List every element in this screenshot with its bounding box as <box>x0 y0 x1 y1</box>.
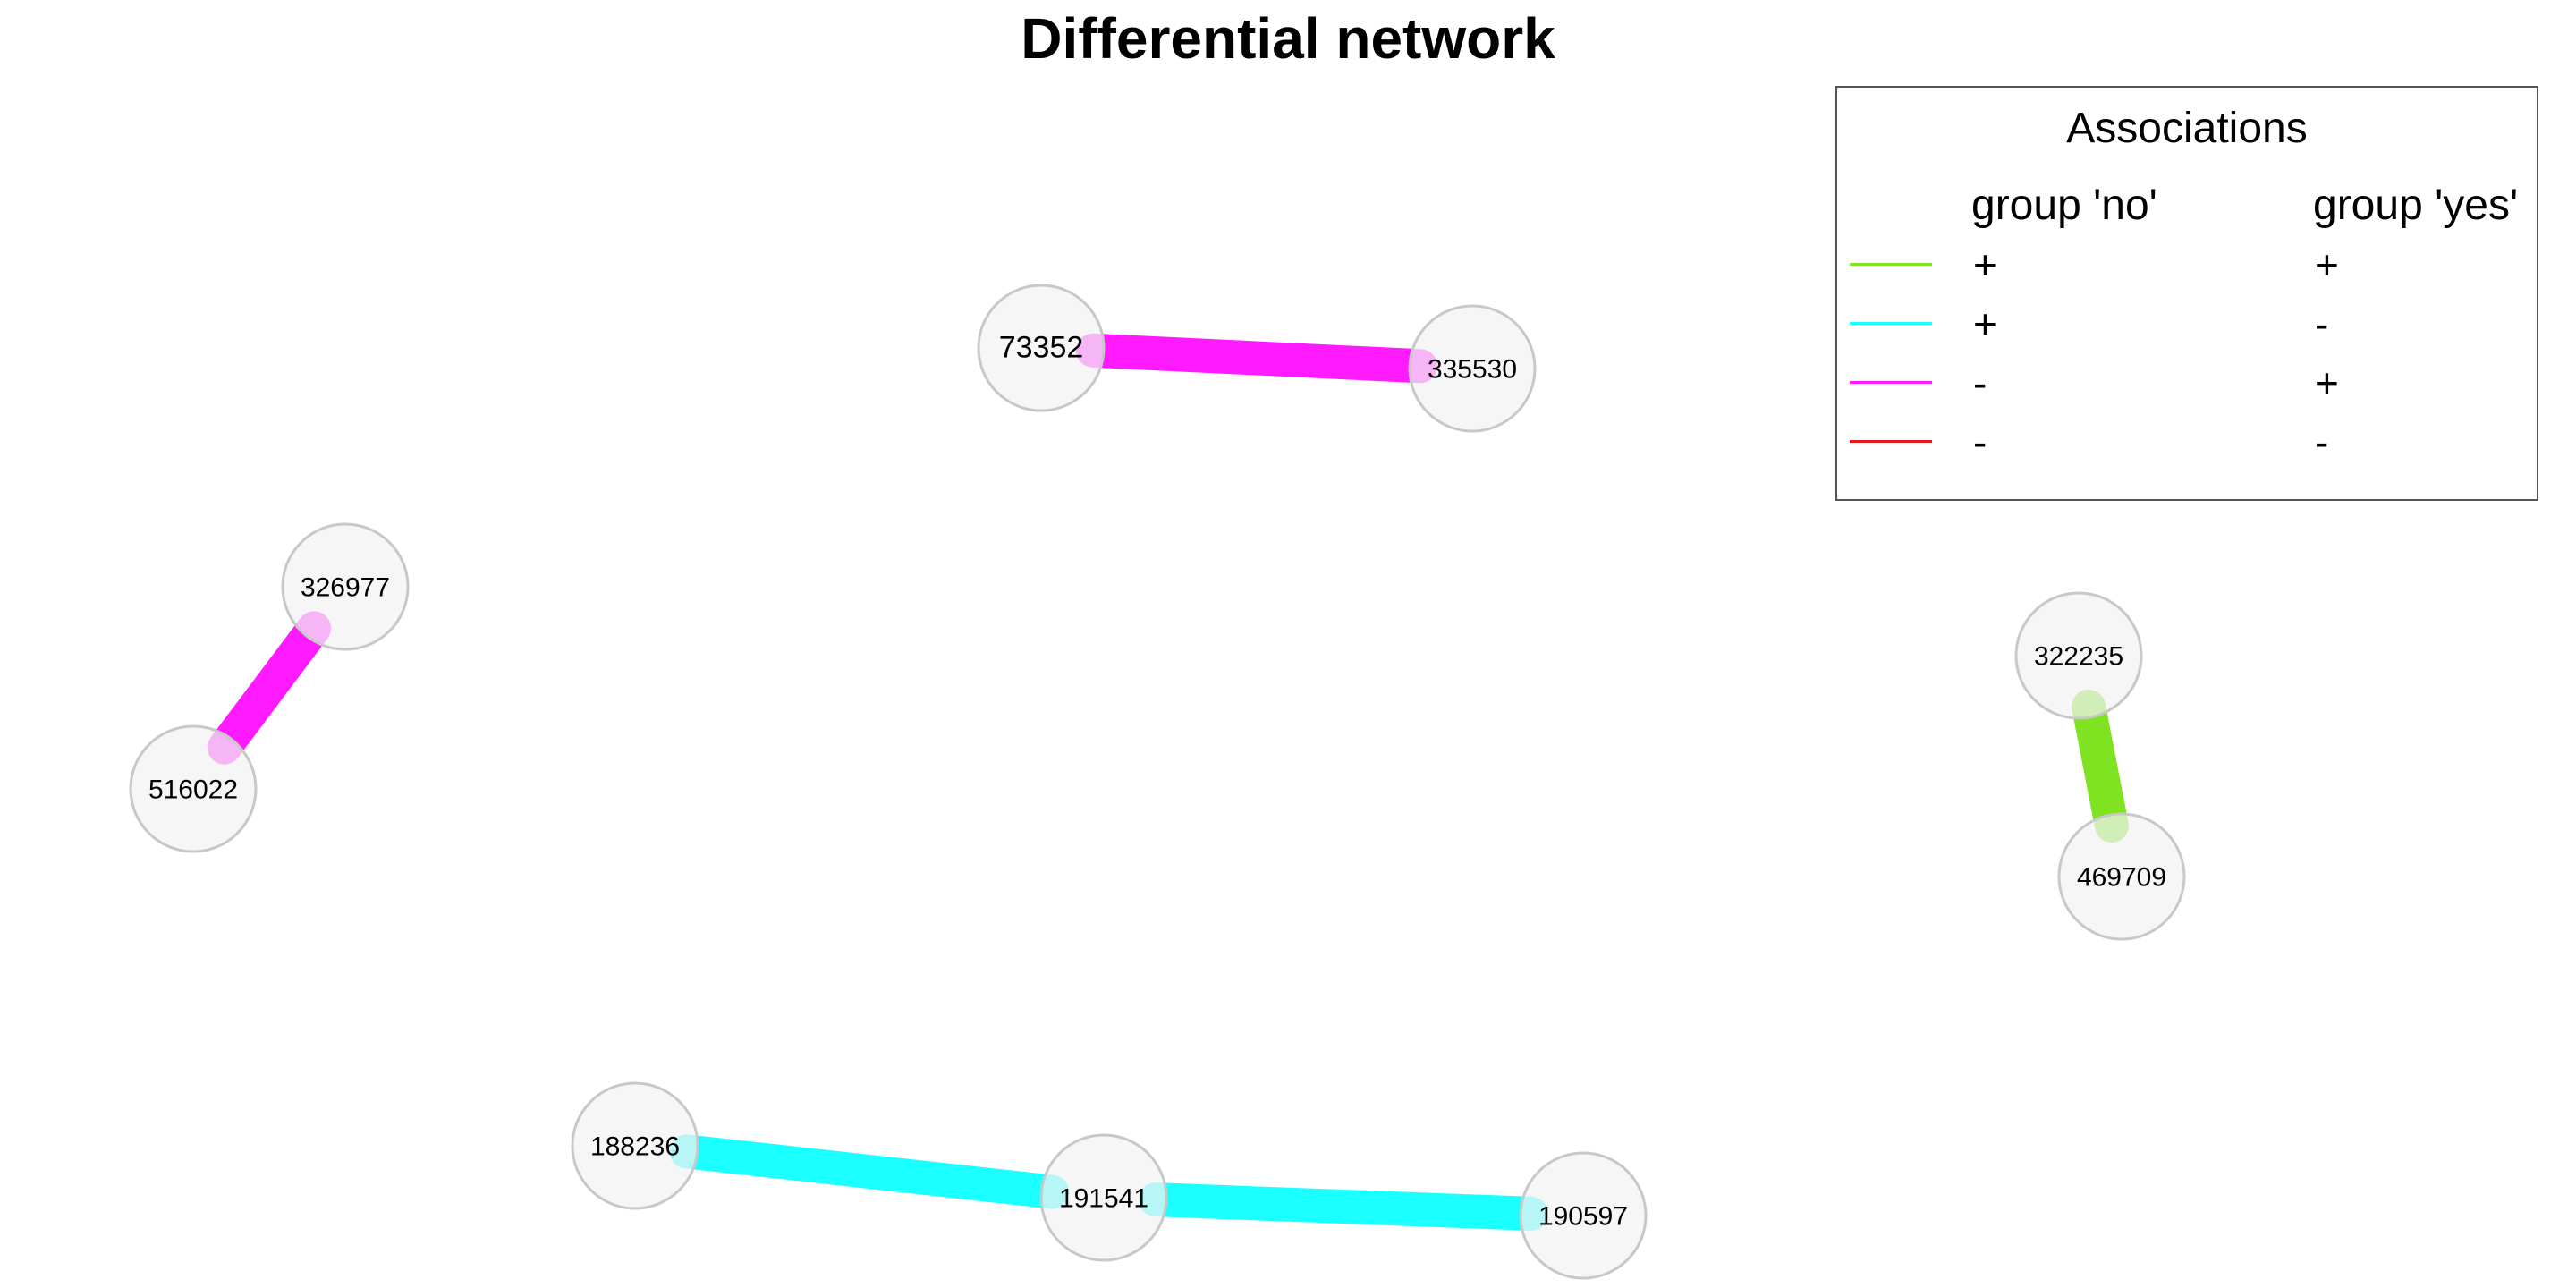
node-516022: 516022 <box>129 724 258 853</box>
node-326977: 326977 <box>281 522 410 651</box>
edge-191541-190597 <box>1138 1182 1549 1231</box>
node-circle <box>1039 1133 1168 1262</box>
edge-188236-191541 <box>669 1134 1070 1209</box>
legend-sign-no: + <box>1973 242 1997 288</box>
node-circle <box>1408 304 1537 433</box>
node-73352: 73352 <box>977 284 1106 412</box>
node-layer: 73352 335530 326977 516022 322235 469709 18823… <box>129 284 2186 1280</box>
legend-sign-no: - <box>1973 419 1987 465</box>
node-469709: 469709 <box>2057 812 2186 941</box>
legend-sign-no: - <box>1973 360 1987 406</box>
legend-swatch <box>1850 263 1932 266</box>
node-circle <box>281 522 410 651</box>
node-circle <box>977 284 1106 412</box>
node-188236: 188236 <box>571 1081 699 1210</box>
node-label: 73352 <box>999 331 1084 365</box>
legend-sign-yes: - <box>2315 419 2329 465</box>
node-label: 469709 <box>2077 863 2166 893</box>
legend-swatch <box>1850 322 1932 325</box>
legend-title: Associations <box>2066 105 2308 152</box>
legend-swatch <box>1850 440 1932 443</box>
legend-sign-yes: - <box>2315 301 2329 347</box>
legend-sign-no: + <box>1973 301 1997 347</box>
node-label: 335530 <box>1428 355 1517 385</box>
legend-row: - + <box>1837 356 2537 410</box>
legend-row: - - <box>1837 415 2537 469</box>
node-190597: 190597 <box>1519 1151 1648 1280</box>
node-circle <box>129 724 258 853</box>
node-circle <box>571 1081 699 1210</box>
legend-row: + - <box>1837 297 2537 351</box>
node-335530: 335530 <box>1408 304 1537 433</box>
legend-swatch <box>1850 381 1932 384</box>
legend-row: + + <box>1837 238 2537 292</box>
node-191541: 191541 <box>1039 1133 1168 1262</box>
legend-sign-yes: + <box>2315 242 2339 288</box>
node-circle <box>2014 591 2143 720</box>
edge-73352-335530 <box>1075 333 1438 384</box>
node-circle <box>1519 1151 1648 1280</box>
edge-322235-469709 <box>2072 689 2129 843</box>
node-label: 322235 <box>2034 642 2123 672</box>
legend: Associations group 'no' group 'yes' + + … <box>1835 86 2538 501</box>
plot-title: Differential network <box>1021 6 1555 71</box>
edge-layer <box>207 333 2129 1231</box>
node-label: 190597 <box>1538 1202 1628 1232</box>
legend-sign-yes: + <box>2315 360 2339 406</box>
edge-326977-516022 <box>207 611 332 765</box>
node-label: 188236 <box>590 1132 680 1162</box>
node-label: 326977 <box>301 573 390 603</box>
node-label: 516022 <box>148 775 238 805</box>
legend-col-no: group 'no' <box>1971 182 2157 229</box>
legend-col-yes: group 'yes' <box>2313 182 2519 229</box>
node-circle <box>2057 812 2186 941</box>
node-322235: 322235 <box>2014 591 2143 720</box>
node-label: 191541 <box>1059 1184 1148 1214</box>
